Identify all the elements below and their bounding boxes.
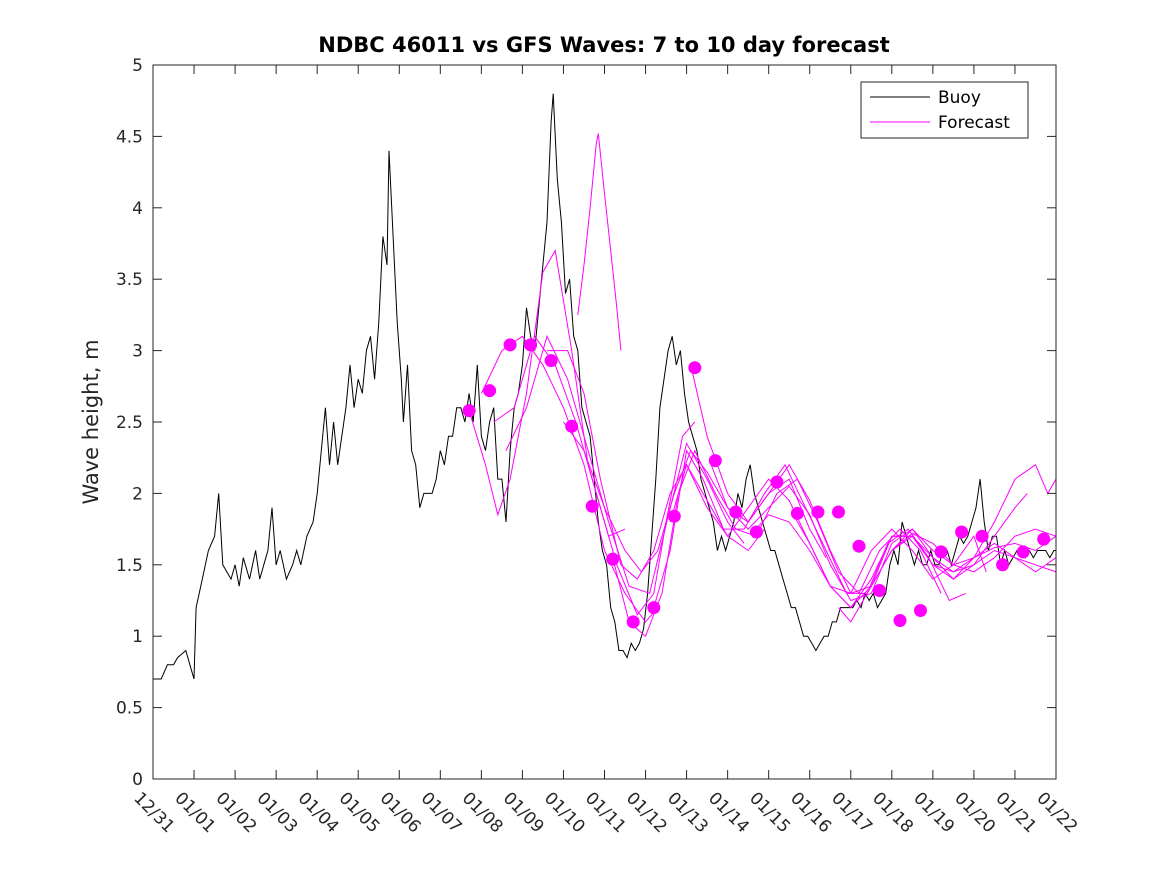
forecast-marker-9	[626, 615, 640, 629]
y-tick-label: 1	[132, 627, 143, 647]
forecast-marker-23	[914, 604, 927, 617]
y-tick-label: 4.5	[116, 127, 143, 147]
forecast-marker-10	[647, 601, 661, 615]
y-tick-label: 2.5	[116, 413, 143, 433]
forecast-marker-16	[770, 475, 784, 489]
forecast-line-14	[792, 514, 1057, 609]
y-tick-label: 3.5	[116, 270, 143, 290]
y-tick-label: 2	[132, 484, 143, 504]
forecast-marker-6	[565, 419, 579, 433]
y-tick-label: 3	[132, 342, 143, 362]
forecast-marker-7	[585, 499, 599, 513]
forecast-line-10	[690, 364, 1028, 595]
forecast-marker-21	[873, 584, 886, 597]
forecast-marker-24	[934, 545, 948, 559]
series-layer	[153, 93, 1057, 680]
forecast-marker-11	[667, 509, 681, 523]
forecast-marker-27	[996, 558, 1010, 572]
forecast-marker-17	[790, 506, 804, 520]
legend: Buoy Forecast	[860, 81, 1029, 139]
legend-buoy-label: Buoy	[938, 88, 981, 108]
legend-box	[860, 81, 1029, 139]
forecast-marker-28	[1016, 545, 1030, 559]
forecast-marker-2	[483, 384, 497, 398]
forecast-line-16	[891, 528, 1057, 573]
forecast-marker-4	[524, 338, 538, 352]
forecast-marker-13	[708, 454, 722, 468]
forecast-line-12	[577, 133, 622, 351]
forecast-marker-18	[811, 505, 825, 519]
forecast-marker-19	[832, 505, 845, 519]
forecast-marker-14	[729, 505, 743, 519]
forecast-marker-22	[893, 614, 907, 627]
legend-forecast-label: Forecast	[938, 113, 1010, 133]
y-axis-label: Wave height, m	[79, 339, 103, 504]
forecast-marker-15	[749, 525, 763, 539]
forecast-line-13	[751, 514, 1057, 609]
forecast-marker-29	[1037, 532, 1051, 546]
forecast-marker-1	[462, 404, 476, 418]
y-tick-label: 5	[132, 56, 143, 76]
forecast-marker-26	[975, 529, 989, 543]
y-tick-label: 0.5	[116, 699, 143, 719]
forecast-marker-12	[688, 361, 702, 375]
plot-area	[153, 65, 1056, 779]
forecast-marker-25	[955, 525, 969, 539]
forecast-line-4	[505, 334, 745, 595]
y-tick-label: 0	[132, 770, 143, 790]
forecast-line-7	[612, 449, 942, 638]
buoy-series-line	[153, 93, 1056, 680]
forecast-marker-20	[852, 539, 866, 553]
forecast-line-11	[710, 464, 1057, 602]
y-tick-label: 1.5	[116, 556, 143, 576]
forecast-marker-8	[606, 552, 620, 566]
forecast-marker-3	[503, 338, 517, 352]
y-tick-label: 4	[132, 199, 143, 219]
forecast-marker-5	[544, 354, 558, 368]
chart-title: NDBC 46011 vs GFS Waves: 7 to 10 day for…	[318, 33, 889, 57]
